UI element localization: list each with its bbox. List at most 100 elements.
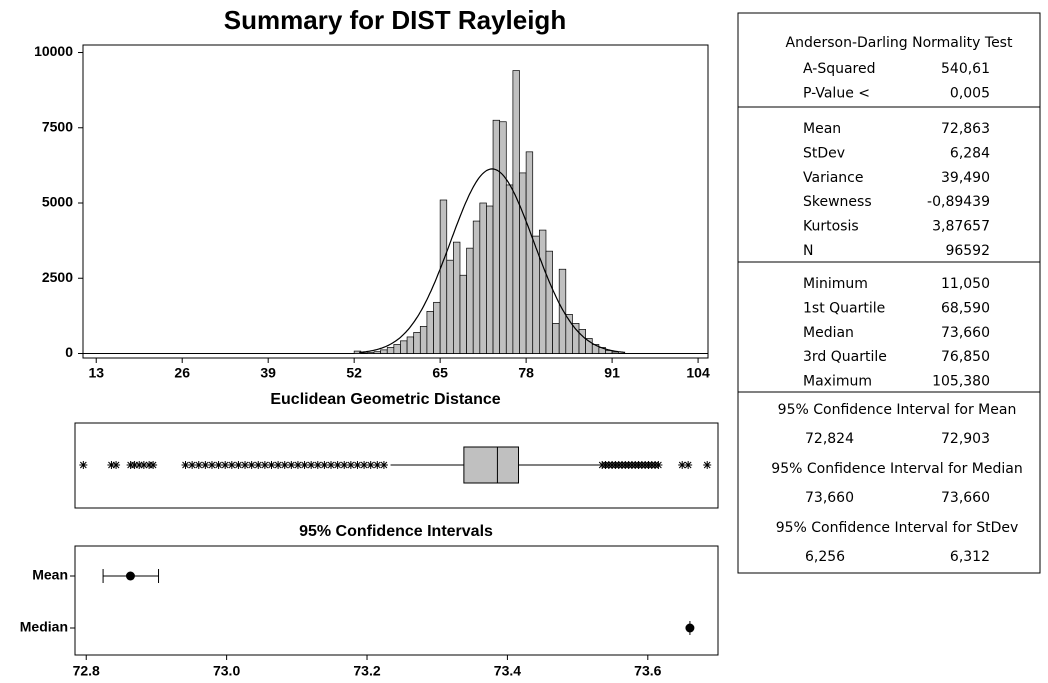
outlier [340, 461, 349, 469]
bar [393, 344, 401, 354]
outlier [280, 461, 289, 469]
outlier [221, 461, 230, 469]
stat-value: 73,660 [941, 325, 990, 341]
stat-value: 6,284 [950, 145, 990, 161]
bar [386, 347, 395, 354]
bar [400, 340, 408, 354]
outlier [79, 461, 88, 469]
stat-label: StDev [803, 145, 845, 161]
stat-value: 68,590 [941, 300, 990, 316]
bar [492, 119, 501, 354]
bar [519, 172, 527, 354]
bar [406, 336, 415, 354]
outlier [313, 461, 322, 469]
outlier [207, 461, 216, 469]
outlier [360, 461, 369, 469]
bar [572, 323, 580, 354]
bar [558, 268, 567, 354]
stat-label: P-Value < [803, 85, 870, 101]
x-tick-label: 104 [686, 365, 710, 381]
stat-label: 3rd Quartile [803, 349, 887, 365]
outlier [373, 461, 382, 469]
outlier [194, 461, 203, 469]
outlier [327, 461, 336, 469]
bar [446, 259, 454, 354]
outlier [307, 461, 316, 469]
point [685, 623, 695, 633]
outlier [214, 461, 223, 469]
bar [466, 247, 474, 354]
x-tick-label: 72.8 [73, 663, 100, 679]
stat-value: -0,89439 [927, 194, 990, 210]
bar [611, 351, 620, 354]
bar [426, 311, 434, 354]
stat-label: 1st Quartile [803, 300, 885, 316]
title: Summary for DIST Rayleigh [224, 5, 566, 35]
bar [499, 121, 507, 354]
stat-label: Maximum [803, 374, 872, 390]
bar [453, 241, 461, 354]
stat-label: Median [803, 325, 854, 341]
outlier [139, 461, 148, 469]
x-tick-label: 13 [88, 365, 104, 381]
row-label: Median [20, 619, 68, 635]
outlier [300, 461, 309, 469]
x-axis-label: Euclidean Geometric Distance [270, 391, 500, 408]
interval-upper: 73,660 [941, 490, 990, 506]
interval-heading: 95% Confidence Interval for StDev [776, 520, 1019, 536]
outlier [353, 461, 362, 469]
outlier [188, 461, 197, 469]
y-tick-label: 5000 [42, 194, 73, 210]
interval-lower: 73,660 [805, 490, 854, 506]
bar [413, 332, 421, 354]
point [125, 571, 135, 581]
x-tick-label: 26 [174, 365, 190, 381]
outlier [112, 461, 121, 469]
stat-value: 540,61 [941, 61, 990, 77]
x-tick-label: 73.4 [494, 663, 521, 679]
bar [512, 70, 520, 354]
interval-heading: 95% Confidence Interval for Mean [778, 402, 1017, 418]
x-tick-label: 65 [432, 365, 448, 381]
x-tick-label: 78 [518, 365, 534, 381]
outlier [227, 461, 236, 469]
bar [552, 323, 560, 354]
box-frame [74, 422, 719, 509]
bar [538, 229, 547, 354]
y-tick-label: 2500 [42, 269, 73, 285]
outlier [274, 461, 283, 469]
y-tick-label: 10000 [34, 43, 73, 59]
interval-frame [74, 545, 719, 656]
stat-value: 0,005 [950, 85, 990, 101]
stat-label: A-Squared [803, 61, 876, 77]
bar [433, 301, 441, 354]
interval-lower: 6,256 [805, 549, 845, 565]
interval-title: 95% Confidence Intervals [299, 523, 493, 540]
bar [472, 220, 481, 354]
normal-curve [359, 168, 626, 353]
outlier [333, 461, 342, 469]
x-tick-label: 52 [346, 365, 362, 381]
stat-label: N [803, 243, 813, 259]
stat-label: Mean [803, 121, 841, 137]
stat-value: 72,863 [941, 121, 990, 137]
x-tick-label: 73.6 [634, 663, 661, 679]
outlier [654, 461, 663, 469]
stat-value: 76,850 [941, 349, 990, 365]
outlier [260, 461, 269, 469]
outlier [346, 461, 355, 469]
outlier [181, 461, 190, 469]
x-tick-label: 73.0 [213, 663, 240, 679]
bar [505, 184, 514, 354]
bar [360, 352, 368, 354]
outlier [201, 461, 210, 469]
x-tick-label: 39 [260, 365, 276, 381]
box [463, 446, 520, 484]
outlier [287, 461, 296, 469]
bar [525, 151, 534, 354]
outlier [366, 461, 375, 469]
stat-value: 3,87657 [932, 219, 990, 235]
stat-label: Variance [803, 170, 863, 186]
interval-upper: 6,312 [950, 549, 990, 565]
